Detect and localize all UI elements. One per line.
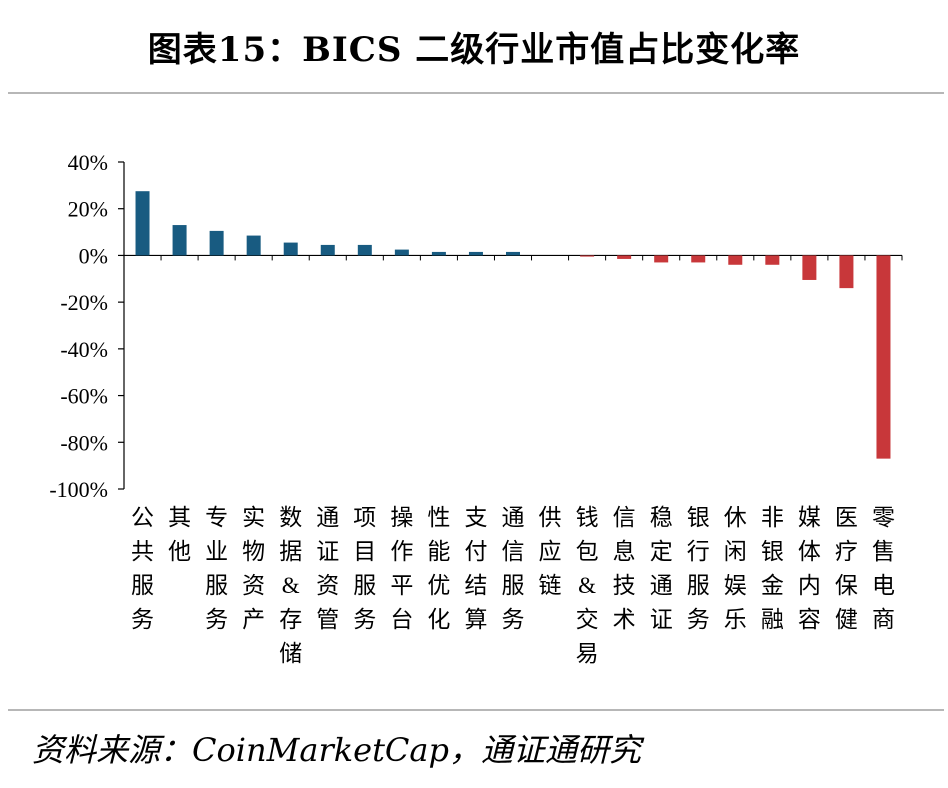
x-tick-label: 其他 bbox=[168, 505, 191, 564]
bar bbox=[135, 191, 150, 256]
x-tick-label: 公共服务 bbox=[131, 505, 154, 632]
top-divider bbox=[8, 92, 944, 94]
bar bbox=[357, 244, 372, 256]
y-tick-label: 0% bbox=[79, 243, 108, 268]
chart-bars bbox=[135, 191, 891, 459]
x-tick-label: 银行服务 bbox=[687, 505, 710, 632]
bar bbox=[320, 244, 335, 256]
y-tick-label: -80% bbox=[60, 430, 108, 455]
bar bbox=[765, 255, 780, 265]
bar bbox=[691, 255, 706, 263]
bar bbox=[209, 230, 224, 256]
x-tick-label: 零售电商 bbox=[872, 505, 895, 632]
x-tick-label: 钱包&交易 bbox=[576, 505, 599, 666]
x-tick-label: 供应链 bbox=[539, 505, 562, 598]
y-tick-label: -60% bbox=[60, 384, 108, 409]
chart-axes: 40% 20% 0% -20% -40% -60% -80% -100% bbox=[49, 150, 903, 502]
bar bbox=[283, 242, 298, 256]
x-tick-label: 专业服务 bbox=[205, 505, 228, 632]
bar bbox=[172, 225, 187, 256]
bar bbox=[468, 251, 483, 256]
y-tick-label: -100% bbox=[49, 477, 108, 502]
y-tick-label: -20% bbox=[60, 290, 108, 315]
x-tick-label: 数据&存储 bbox=[279, 505, 302, 666]
x-tick-label: 非银金融 bbox=[761, 505, 784, 632]
x-tick-label: 医疗保健 bbox=[835, 505, 858, 632]
bar bbox=[580, 255, 595, 257]
chart-title: 图表15：BICS 二级行业市值占比变化率 bbox=[147, 30, 801, 70]
x-tick-label: 项目服务 bbox=[353, 505, 376, 632]
bar bbox=[394, 249, 409, 256]
bar bbox=[839, 255, 854, 289]
y-tick-label: -40% bbox=[60, 337, 108, 362]
bar-chart: 40% 20% 0% -20% -40% -60% -80% -100% 公共服务其他专业服务… bbox=[49, 150, 903, 666]
bar bbox=[654, 255, 669, 263]
x-tick-label: 实物资产 bbox=[242, 505, 265, 632]
bar bbox=[431, 251, 446, 256]
bottom-divider bbox=[8, 709, 944, 711]
x-tick-label: 操作平台 bbox=[390, 505, 413, 632]
x-tick-label: 媒体内容 bbox=[798, 505, 821, 632]
x-tick-label: 通证资管 bbox=[316, 505, 339, 632]
bar bbox=[506, 251, 520, 256]
x-tick-label: 性能优化 bbox=[427, 505, 450, 632]
x-tick-label: 通信服务 bbox=[502, 505, 525, 632]
bar bbox=[728, 255, 743, 265]
x-tick-labels: 公共服务其他专业服务实物资产数据&存储通证资管项目服务操作平台性能优化支付结算通… bbox=[131, 505, 895, 666]
source-note: 资料来源：CoinMarketCap，通证通研究 bbox=[32, 731, 641, 769]
bar bbox=[246, 235, 261, 256]
bar bbox=[617, 255, 632, 259]
y-tick-label: 40% bbox=[68, 150, 108, 175]
bar bbox=[802, 255, 817, 280]
y-tick-label: 20% bbox=[68, 197, 108, 222]
x-tick-label: 信息技术 bbox=[613, 505, 636, 632]
x-tick-label: 稳定通证 bbox=[650, 505, 673, 632]
x-tick-label: 休闲娱乐 bbox=[724, 505, 747, 632]
bar bbox=[876, 255, 891, 459]
x-tick-label: 支付结算 bbox=[464, 505, 487, 632]
